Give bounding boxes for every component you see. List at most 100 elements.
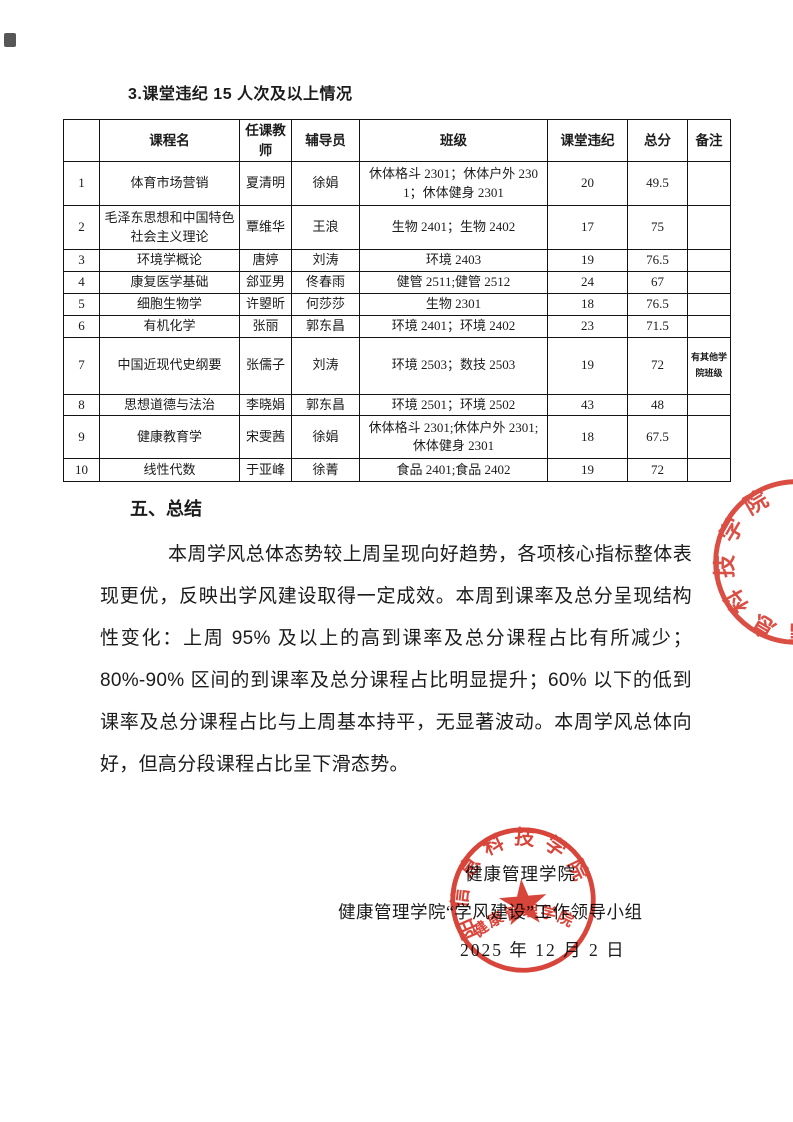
cell-note (687, 292, 731, 316)
cell-course: 思想道德与法治 (99, 393, 240, 417)
cell-classes: 食品 2401;食品 2402 (359, 458, 548, 483)
cell-note (687, 270, 731, 294)
cell-no: 2 (63, 205, 100, 251)
cell-teacher: 许曌昕 (239, 292, 292, 316)
header-teacher: 任课教师 (239, 118, 292, 163)
cell-note (687, 249, 731, 272)
cell-violations: 19 (547, 458, 628, 483)
table-row: 2 毛泽东思想和中国特色社会主义理论 覃维华 王浪 生物 2401；生物 240… (63, 205, 731, 251)
table-row: 4 康复医学基础 郐亚男 佟春雨 健管 2511;健管 2512 24 67 (63, 270, 731, 294)
header-violations: 课堂违纪 (547, 118, 628, 163)
table-row: 5 细胞生物学 许曌昕 何莎莎 生物 2301 18 76.5 (63, 292, 731, 316)
cell-course: 体育市场营销 (99, 161, 240, 207)
cell-classes: 环境 2403 (359, 249, 548, 272)
cell-violations: 19 (547, 336, 628, 395)
cell-violations: 23 (547, 314, 628, 338)
cell-counselor: 徐娟 (291, 415, 360, 460)
table-row: 9 健康教育学 宋雯茜 徐娟 休体格斗 2301;休体户外 2301;休体健身 … (63, 415, 731, 460)
cell-violations: 18 (547, 292, 628, 316)
cell-course: 毛泽东思想和中国特色社会主义理论 (99, 205, 240, 251)
cell-classes: 休体格斗 2301；休体户外 2301；休体健身 2301 (359, 161, 548, 207)
cell-teacher: 张丽 (239, 314, 292, 338)
seal-ring-text: 阳信息科技学院 (697, 471, 793, 662)
cell-teacher: 覃维华 (239, 205, 292, 251)
partial-seal-graphic: 阳信息科技学院 健康管理学院 (697, 471, 793, 662)
cell-teacher: 宋雯茜 (239, 415, 292, 460)
signature-date: 2025 年 12 月 2 日 (460, 940, 626, 960)
cell-course: 中国近现代史纲要 (99, 336, 240, 395)
table-row: 1 体育市场营销 夏清明 徐娟 休体格斗 2301；休体户外 2301；休体健身… (63, 161, 731, 207)
cell-teacher: 李晓娟 (239, 393, 292, 417)
cell-score: 71.5 (627, 314, 688, 338)
header-note: 备注 (687, 118, 731, 163)
cell-counselor: 郭东昌 (291, 314, 360, 338)
cell-no: 8 (63, 393, 100, 417)
cell-score: 72 (627, 336, 688, 395)
table-row: 7 中国近现代史纲要 张儒子 刘涛 环境 2503；数技 2503 19 72 … (63, 336, 731, 395)
cell-counselor: 刘涛 (291, 249, 360, 272)
cell-note (687, 161, 731, 207)
cell-no: 5 (63, 292, 100, 316)
cell-teacher: 张儒子 (239, 336, 292, 395)
cell-note (687, 205, 731, 251)
cell-classes: 休体格斗 2301;休体户外 2301;休体健身 2301 (359, 415, 548, 460)
cell-classes: 健管 2511;健管 2512 (359, 270, 548, 294)
cell-counselor: 佟春雨 (291, 270, 360, 294)
cell-note (687, 415, 731, 460)
cell-counselor: 徐娟 (291, 161, 360, 207)
cell-note: 有其他学院班级 (687, 336, 731, 395)
cell-violations: 43 (547, 393, 628, 417)
summary-heading: 五、总结 (130, 499, 202, 519)
table-row: 6 有机化学 张丽 郭东昌 环境 2401；环境 2402 23 71.5 (63, 314, 731, 338)
cell-classes: 环境 2501；环境 2502 (359, 393, 548, 417)
cell-classes: 环境 2503；数技 2503 (359, 336, 548, 395)
signature-college: 健康管理学院 (465, 864, 576, 884)
cell-violations: 19 (547, 249, 628, 272)
cell-course: 康复医学基础 (99, 270, 240, 294)
cell-no: 9 (63, 415, 100, 460)
header-course: 课程名 (99, 118, 240, 163)
partial-seal-stamp: 阳信息科技学院 健康管理学院 (694, 460, 793, 664)
header-index (63, 118, 100, 163)
cell-note (687, 314, 731, 338)
cell-violations: 24 (547, 270, 628, 294)
svg-text:健康管理学院: 健康管理学院 (788, 495, 793, 625)
cell-violations: 18 (547, 415, 628, 460)
cell-violations: 17 (547, 205, 628, 251)
cell-course: 线性代数 (99, 458, 240, 483)
cell-counselor: 徐菁 (291, 458, 360, 483)
section-3-title: 3.课堂违纪 15 人次及以上情况 (128, 86, 353, 103)
header-counselor: 辅导员 (291, 118, 360, 163)
cell-violations: 20 (547, 161, 628, 207)
cell-score: 67 (627, 270, 688, 294)
table-row: 3 环境学概论 唐婷 刘涛 环境 2403 19 76.5 (63, 249, 731, 272)
cell-classes: 环境 2401；环境 2402 (359, 314, 548, 338)
cell-no: 6 (63, 314, 100, 338)
header-classes: 班级 (359, 118, 548, 163)
cell-classes: 生物 2401；生物 2402 (359, 205, 548, 251)
cell-teacher: 唐婷 (239, 249, 292, 272)
cell-course: 健康教育学 (99, 415, 240, 460)
cell-score: 49.5 (627, 161, 688, 207)
cell-score: 76.5 (627, 292, 688, 316)
cell-score: 75 (627, 205, 688, 251)
cell-course: 细胞生物学 (99, 292, 240, 316)
signature-workgroup: 健康管理学院“学风建设”工作领导小组 (338, 902, 643, 922)
cell-note (687, 393, 731, 417)
scan-artifact (4, 33, 16, 47)
cell-score: 67.5 (627, 415, 688, 460)
cell-teacher: 于亚峰 (239, 458, 292, 483)
cell-no: 1 (63, 161, 100, 207)
cell-teacher: 郐亚男 (239, 270, 292, 294)
cell-no: 10 (63, 458, 100, 483)
cell-no: 7 (63, 336, 100, 395)
cell-classes: 生物 2301 (359, 292, 548, 316)
cell-note (687, 458, 731, 483)
cell-counselor: 何莎莎 (291, 292, 360, 316)
cell-score: 72 (627, 458, 688, 483)
header-score: 总分 (627, 118, 688, 163)
cell-score: 48 (627, 393, 688, 417)
table-row: 8 思想道德与法治 李晓娟 郭东昌 环境 2501；环境 2502 43 48 (63, 393, 731, 417)
cell-course: 有机化学 (99, 314, 240, 338)
